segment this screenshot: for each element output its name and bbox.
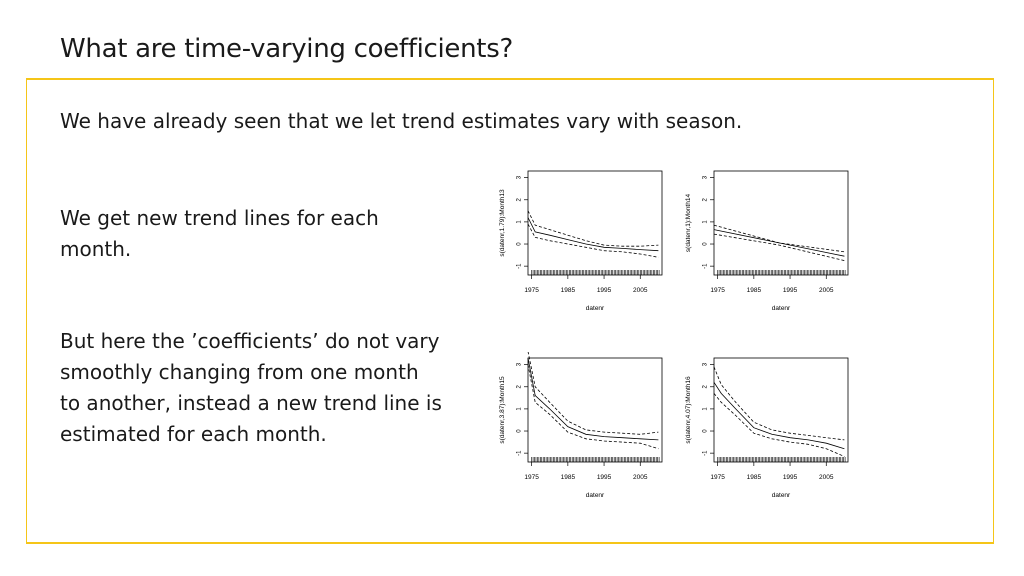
series-fit-line: [527, 217, 659, 252]
x-tick-label: 1975: [524, 474, 539, 481]
series-lower-line: [713, 393, 845, 457]
x-tick-label: 1995: [597, 474, 612, 481]
plot-frame: [527, 170, 663, 276]
y-tick-label: 1: [703, 407, 709, 411]
point-2-line-2: smoothly changing from one month: [60, 360, 419, 384]
point-2-line-1: But here the ’coefficients’ do not vary: [60, 329, 440, 353]
x-tick-label: 1975: [710, 474, 725, 481]
plot-frame: [713, 357, 849, 463]
x-tick-label: 1975: [710, 287, 725, 294]
chart-month16: -1 0 1 2 3 s(datenr,4.07):Month16 1975 1985 1995…: [685, 357, 849, 499]
series-lower-line: [713, 233, 845, 261]
series-lower-line: [527, 223, 659, 258]
intro-text: We have already seen that we let trend e…: [60, 109, 743, 133]
y-tick-label: 2: [517, 197, 523, 201]
y-tick-label: 1: [517, 220, 523, 224]
x-tick-label: 1985: [747, 474, 762, 481]
content-frame: [26, 78, 994, 544]
point-2-line-4: estimated for each month.: [60, 422, 327, 446]
series-fit-line: [527, 357, 659, 441]
point-1-line-1: We get new trend lines for each: [60, 206, 379, 230]
y-axis-label: s(datenr,1):Month14: [685, 194, 692, 253]
y-tick-label: -1: [517, 450, 523, 456]
y-tick-label: -1: [703, 450, 709, 456]
y-axis-label: s(datenr,1.79):Month13: [499, 189, 506, 257]
point-2-text: But here the ’coefficients’ do not vary …: [60, 326, 460, 450]
series-upper-line: [527, 352, 659, 435]
x-tick-label: 1995: [783, 474, 798, 481]
point-2-line-3: to another, instead a new trend line is: [60, 391, 442, 415]
plot-frame: [527, 357, 663, 463]
chart-month15: -1 0 1 2 3 s(datenr,3.87):Month15 1975 1985 1995…: [499, 352, 663, 499]
y-tick-label: 0: [703, 429, 709, 433]
y-axis-label: s(datenr,4.07):Month16: [685, 376, 692, 444]
y-tick-label: -1: [703, 263, 709, 269]
y-tick-label: 0: [517, 242, 523, 246]
y-tick-label: 0: [703, 242, 709, 246]
x-tick-label: 1985: [561, 474, 576, 481]
x-tick-label: 1995: [783, 287, 798, 294]
y-tick-label: 1: [517, 407, 523, 411]
chart-month14: -1 0 1 2 3 s(datenr,1):Month14 1975 1985 1995 200…: [685, 170, 849, 312]
point-1-line-2: month.: [60, 237, 132, 261]
slide-title: What are time-varying coefficients?: [60, 34, 513, 64]
x-tick-label: 1975: [524, 287, 539, 294]
y-tick-label: 2: [703, 197, 709, 201]
chart-month13: -1 0 1 2 3 s(datenr,1.79):Month13 1975 1985 1995…: [499, 170, 663, 312]
y-tick-label: 3: [703, 362, 709, 366]
x-axis-label: datenr: [586, 492, 605, 499]
x-tick-label: 2005: [819, 287, 834, 294]
y-tick-label: 3: [703, 175, 709, 179]
y-tick-label: 3: [517, 175, 523, 179]
y-tick-label: 3: [517, 362, 523, 366]
y-tick-label: 0: [517, 429, 523, 433]
x-axis-label: datenr: [772, 492, 791, 499]
x-axis-label: datenr: [772, 305, 791, 312]
x-tick-label: 2005: [633, 474, 648, 481]
y-tick-label: -1: [517, 263, 523, 269]
x-tick-label: 1985: [747, 287, 762, 294]
x-tick-label: 2005: [633, 287, 648, 294]
series-upper-line: [527, 210, 659, 247]
y-axis-label: s(datenr,3.87):Month15: [499, 376, 506, 444]
series-fit-line: [713, 382, 845, 450]
y-tick-label: 2: [703, 384, 709, 388]
x-tick-label: 2005: [819, 474, 834, 481]
y-tick-label: 1: [703, 220, 709, 224]
point-1-text: We get new trend lines for each month.: [60, 203, 420, 265]
plot-frame: [713, 170, 849, 276]
series-upper-line: [713, 224, 845, 253]
x-tick-label: 1985: [561, 287, 576, 294]
y-tick-label: 2: [517, 384, 523, 388]
x-tick-label: 1995: [597, 287, 612, 294]
x-axis-label: datenr: [586, 305, 605, 312]
series-lower-line: [527, 364, 659, 450]
series-upper-line: [713, 366, 845, 441]
